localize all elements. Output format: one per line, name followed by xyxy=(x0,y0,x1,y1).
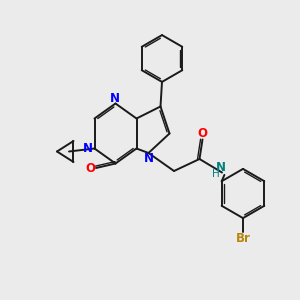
Text: Br: Br xyxy=(236,232,250,245)
Text: O: O xyxy=(197,127,208,140)
Text: H: H xyxy=(212,169,219,179)
Text: O: O xyxy=(85,161,96,175)
Text: N: N xyxy=(144,152,154,166)
Text: N: N xyxy=(110,92,120,105)
Text: N: N xyxy=(83,142,93,155)
Text: N: N xyxy=(215,160,226,174)
